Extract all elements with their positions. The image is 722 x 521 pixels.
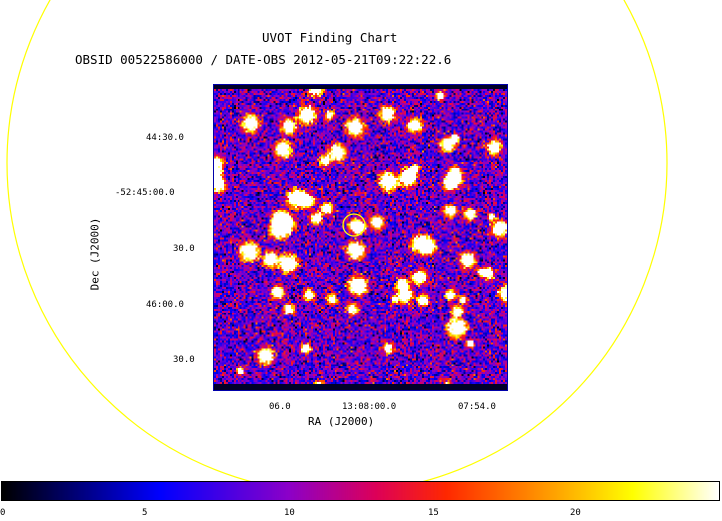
colorbar-tick-label: 20 [570, 508, 581, 518]
y-tick-label: -52:45:00.0 [115, 188, 175, 198]
colorbar [1, 481, 720, 501]
x-axis-label: RA (J2000) [308, 415, 375, 428]
y-tick-label: 30.0 [173, 355, 195, 365]
x-tick-label: 07:54.0 [458, 402, 496, 412]
colorbar-tick-label: 15 [428, 508, 439, 518]
colorbar-tick-label: 10 [284, 508, 295, 518]
y-tick-label: 30.0 [173, 244, 195, 254]
colorbar-tick-label: 5 [142, 508, 148, 518]
y-tick-label: 46:00.0 [146, 300, 184, 310]
sky-image-canvas [214, 85, 507, 390]
x-tick-label: 13:08:00.0 [342, 402, 397, 412]
chart-subtitle: OBSID 00522586000 / DATE-OBS 2012-05-21T… [75, 52, 452, 67]
colorbar-tick-label: 0 [0, 508, 6, 518]
x-tick-label: 06.0 [269, 402, 291, 412]
sky-image[interactable] [213, 84, 508, 391]
y-axis-label: Dec (J2000) [88, 217, 102, 291]
y-tick-label: 44:30.0 [146, 133, 184, 143]
chart-title: UVOT Finding Chart [262, 30, 398, 45]
